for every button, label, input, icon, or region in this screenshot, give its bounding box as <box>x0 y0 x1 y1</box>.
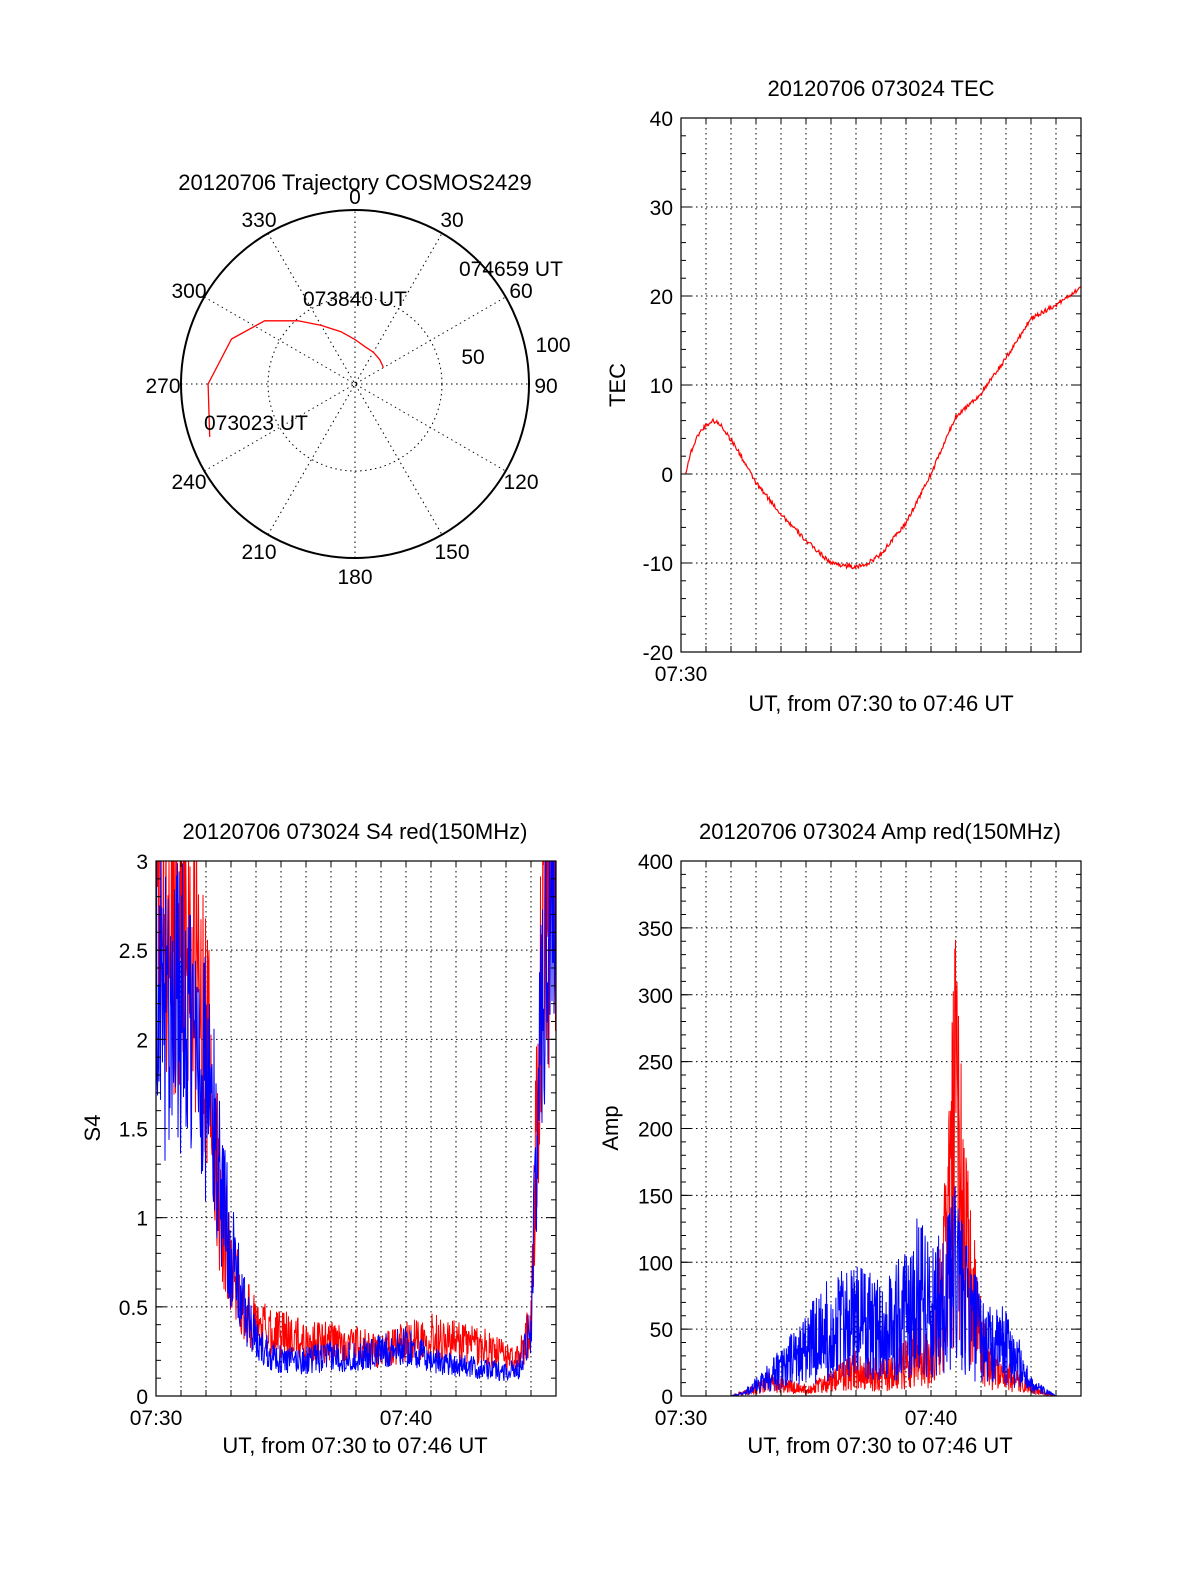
y-tick-label: 0 <box>661 1386 673 1409</box>
plot-area <box>684 286 1081 570</box>
polar-azimuth-label-0: 0 <box>349 186 361 209</box>
y-tick-label: 300 <box>638 985 673 1008</box>
y-tick-label: 10 <box>650 375 673 398</box>
polar-spoke <box>267 233 443 535</box>
tec-panel: 20120706 073024 TEC UT, from 07:30 to 07… <box>605 76 1082 716</box>
y-tick-label: -10 <box>643 553 673 576</box>
y-tick-label: 2.5 <box>119 940 148 963</box>
polar-spoke <box>204 296 506 472</box>
s4-panel: 20120706 073024 S4 red(150MHz) UT, from … <box>80 819 557 1458</box>
y-tick-label: 250 <box>638 1052 673 1075</box>
plot-area <box>156 861 556 1382</box>
polar-azimuth-label-240: 240 <box>171 471 206 494</box>
polar-azimuth-label-330: 330 <box>241 209 276 232</box>
y-tick-label: 400 <box>638 851 673 874</box>
polar-spoke <box>267 233 443 535</box>
polar-panel: 20120706 Trajectory COSMOS2429 0 30 60 90 12… <box>145 170 570 589</box>
y-tick-label: 40 <box>650 108 673 131</box>
y-tick-label: 2 <box>136 1029 148 1052</box>
polar-annotation-mid: 073840 UT <box>303 288 407 311</box>
y-tick-label: 1 <box>136 1208 148 1231</box>
y-tick-label: 350 <box>638 918 673 941</box>
polar-annotation-end: 074659 UT <box>459 258 563 281</box>
s4-title: 20120706 073024 S4 red(150MHz) <box>183 819 528 844</box>
x-tick-label: 07:30 <box>130 1407 183 1430</box>
polar-ring-50 <box>267 296 443 472</box>
polar-elevation-label-100: 100 <box>535 334 570 357</box>
amp-ylabel: Amp <box>598 1105 623 1150</box>
polar-azimuth-label-30: 30 <box>440 209 463 232</box>
amp-xlabel: UT, from 07:30 to 07:46 UT <box>747 1433 1012 1458</box>
y-tick-label: 30 <box>650 197 673 220</box>
y-tick-label: -20 <box>643 642 673 665</box>
series-line-1 <box>681 1186 1081 1396</box>
y-tick-label: 0 <box>661 464 673 487</box>
polar-azimuth-label-210: 210 <box>241 541 276 564</box>
polar-azimuth-labels: 0 30 60 90 120 150 180 210 240 270 300 330 <box>145 186 557 589</box>
y-tick-label: 0 <box>136 1386 148 1409</box>
series-line-0 <box>684 286 1081 570</box>
x-tick-label: 07:30 <box>655 1407 708 1430</box>
polar-azimuth-label-180: 180 <box>337 566 372 589</box>
polar-title: 20120706 Trajectory COSMOS2429 <box>178 170 531 195</box>
polar-azimuth-label-150: 150 <box>434 541 469 564</box>
tec-xlabel: UT, from 07:30 to 07:46 UT <box>748 691 1013 716</box>
y-tick-label: 50 <box>650 1319 673 1342</box>
series-line-0 <box>156 861 556 1374</box>
polar-trajectory <box>207 320 385 437</box>
series-line-0 <box>681 939 1081 1396</box>
polar-trajectory-line-0 <box>207 320 385 437</box>
amp-panel: 20120706 073024 Amp red(150MHz) UT, from… <box>598 819 1082 1458</box>
polar-grid <box>181 210 529 558</box>
polar-azimuth-label-120: 120 <box>503 471 538 494</box>
series-line-1 <box>156 861 556 1382</box>
s4-xlabel: UT, from 07:30 to 07:46 UT <box>222 1433 487 1458</box>
amp-title: 20120706 073024 Amp red(150MHz) <box>699 819 1061 844</box>
x-tick-label: 07:40 <box>905 1407 958 1430</box>
plot-area <box>681 939 1081 1396</box>
x-tick-label: 07:40 <box>380 1407 433 1430</box>
s4-ylabel: S4 <box>80 1115 105 1142</box>
y-tick-label: 100 <box>638 1252 673 1275</box>
polar-annotation-start: 073023 UT <box>204 412 308 435</box>
polar-outer-circle <box>180 209 530 559</box>
y-tick-label: 200 <box>638 1119 673 1142</box>
polar-elevation-label-50: 50 <box>461 346 484 369</box>
polar-azimuth-label-270: 270 <box>145 375 180 398</box>
polar-azimuth-label-90: 90 <box>534 375 557 398</box>
y-tick-label: 20 <box>650 286 673 309</box>
tec-title: 20120706 073024 TEC <box>767 76 994 101</box>
y-tick-label: 0.5 <box>119 1297 148 1320</box>
tec-ylabel: TEC <box>605 363 630 407</box>
x-tick-label: 07:30 <box>655 663 708 686</box>
polar-spoke <box>204 296 506 472</box>
y-tick-label: 1.5 <box>119 1119 148 1142</box>
y-tick-label: 3 <box>136 851 148 874</box>
polar-azimuth-label-300: 300 <box>171 280 206 303</box>
polar-azimuth-label-60: 60 <box>509 280 532 303</box>
y-tick-label: 150 <box>638 1185 673 1208</box>
